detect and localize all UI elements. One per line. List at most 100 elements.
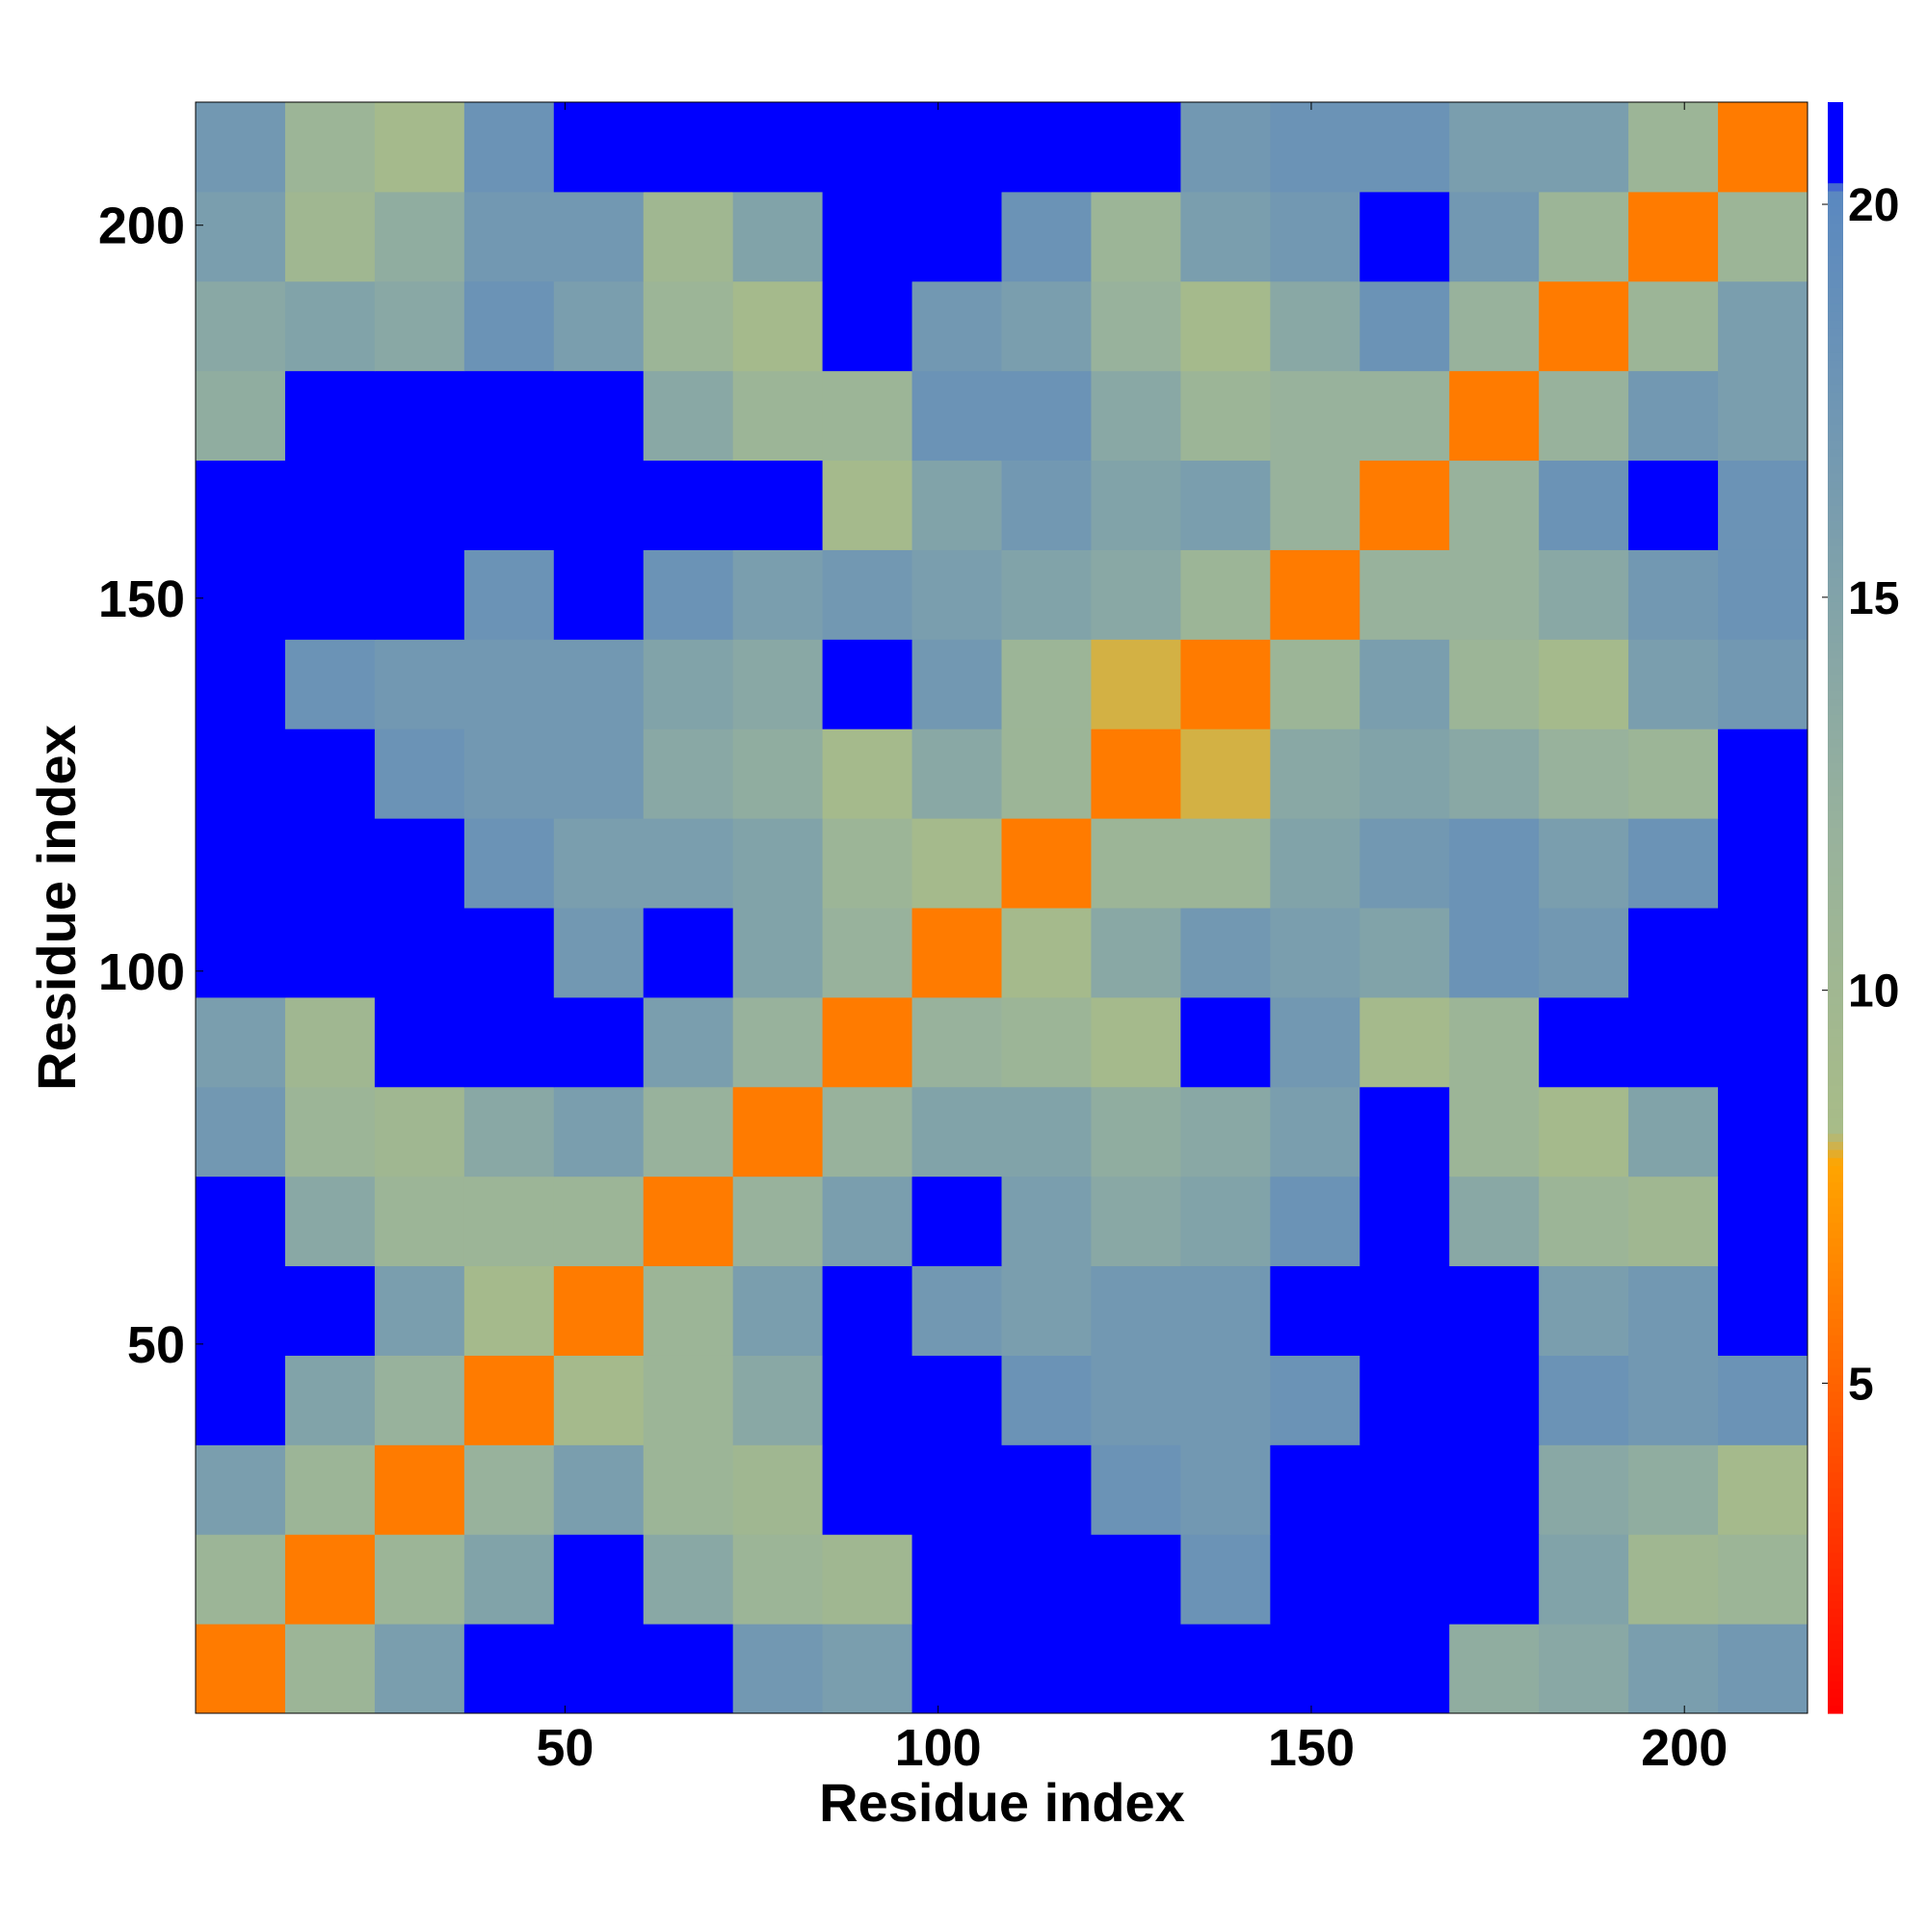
heatmap-cell — [911, 728, 1002, 819]
heatmap-cell — [822, 1444, 913, 1535]
heatmap-cell — [1449, 996, 1540, 1088]
colorbar-tick-label: 5 — [1848, 1359, 1874, 1410]
heatmap-cell — [643, 1444, 734, 1535]
heatmap-cell — [1718, 1534, 1808, 1625]
heatmap-cell — [1718, 460, 1808, 550]
heatmap-cell — [1001, 908, 1092, 998]
colorbar-swatch — [1828, 110, 1843, 119]
heatmap-cell — [1091, 1444, 1181, 1535]
heatmap-cell — [196, 1086, 286, 1178]
colorbar-swatch — [1828, 359, 1843, 369]
heatmap-cell — [822, 1355, 913, 1445]
heatmap-cell — [374, 1355, 465, 1445]
heatmap-cell — [732, 280, 824, 372]
heatmap-cell — [374, 1444, 465, 1535]
x-tick-label: 200 — [1641, 1719, 1728, 1777]
heatmap-cell — [1449, 639, 1540, 729]
heatmap-cell — [1091, 639, 1181, 729]
heatmap-cell — [284, 370, 376, 462]
y-tick-label: 200 — [98, 198, 185, 255]
colorbar-swatch — [1828, 271, 1843, 280]
heatmap-cell — [1449, 1444, 1540, 1535]
heatmap-cell — [1359, 460, 1450, 550]
colorbar-swatch — [1828, 1173, 1843, 1182]
heatmap-cell — [463, 996, 555, 1088]
colorbar-swatch — [1828, 254, 1843, 264]
heatmap-cell — [284, 280, 376, 372]
heatmap-cell — [1001, 191, 1092, 282]
heatmap-cell — [463, 818, 555, 909]
colorbar-swatch — [1828, 891, 1843, 901]
colorbar-swatch — [1828, 400, 1843, 410]
heatmap-cell — [553, 370, 645, 462]
colorbar-swatch — [1828, 980, 1843, 990]
heatmap-cell — [1539, 996, 1629, 1088]
heatmap-cell — [1001, 1624, 1092, 1714]
heatmap-cell — [196, 460, 286, 550]
colorbar-swatch — [1828, 995, 1843, 1005]
heatmap-cell — [911, 1444, 1002, 1535]
heatmap-cell — [1449, 1624, 1540, 1714]
heatmap-cell — [1718, 191, 1808, 282]
heatmap-cell — [196, 728, 286, 819]
heatmap-cell — [732, 639, 824, 729]
heatmap-cell — [1270, 460, 1360, 550]
colorbar-swatch — [1828, 1028, 1843, 1038]
heatmap-cell — [1359, 191, 1450, 282]
heatmap-cell — [1449, 1086, 1540, 1178]
colorbar-swatch — [1828, 1117, 1843, 1126]
heatmap-cell — [1449, 102, 1540, 193]
colorbar-swatch — [1828, 1359, 1843, 1368]
colorbar-swatch — [1828, 230, 1843, 240]
colorbar-swatch — [1828, 1568, 1843, 1577]
heatmap-cell — [822, 1624, 913, 1714]
heatmap-cell — [463, 1444, 555, 1535]
colorbar-swatch — [1828, 496, 1843, 506]
heatmap-cell — [1359, 728, 1450, 819]
heatmap-cell — [1718, 728, 1808, 819]
heatmap-cell — [643, 460, 734, 550]
heatmap-cell — [1628, 280, 1719, 372]
heatmap-cell — [1718, 1176, 1808, 1267]
heatmap-cell — [732, 1534, 824, 1625]
colorbar-swatch — [1828, 190, 1843, 199]
plot-frame — [195, 101, 1808, 1714]
heatmap-cell — [1539, 1624, 1629, 1714]
colorbar-swatch — [1828, 1688, 1843, 1698]
colorbar-swatch — [1828, 1350, 1843, 1360]
colorbar-swatch — [1828, 1512, 1843, 1521]
colorbar-swatch — [1828, 1060, 1843, 1070]
colorbar-swatch — [1828, 843, 1843, 853]
heatmap-cell — [1359, 1265, 1450, 1356]
colorbar-swatch — [1828, 714, 1843, 724]
heatmap-cell — [732, 1355, 824, 1445]
heatmap-cell — [374, 1534, 465, 1625]
heatmap-cell — [463, 1265, 555, 1356]
heatmap-cell — [732, 102, 824, 193]
heatmap-cell — [643, 908, 734, 998]
heatmap-cell — [911, 1176, 1002, 1267]
heatmap-cell — [463, 1534, 555, 1625]
heatmap-cell — [374, 370, 465, 462]
colorbar-swatch — [1828, 1423, 1843, 1432]
heatmap-cell — [374, 280, 465, 372]
heatmap-cell — [1449, 1265, 1540, 1356]
colorbar-swatch — [1828, 247, 1843, 256]
heatmap-cell — [822, 370, 913, 462]
heatmap-cell — [1449, 280, 1540, 372]
colorbar-swatch — [1828, 513, 1843, 522]
heatmap-cell — [1001, 1176, 1092, 1267]
x-tick-label: 100 — [895, 1719, 982, 1777]
colorbar-swatch — [1828, 335, 1843, 345]
colorbar-swatch — [1828, 947, 1843, 957]
heatmap-cell — [1539, 1086, 1629, 1178]
colorbar-swatch — [1828, 1383, 1843, 1392]
heatmap-cell — [1091, 1086, 1181, 1178]
colorbar-swatch — [1828, 1625, 1843, 1633]
colorbar-swatch — [1828, 625, 1843, 635]
colorbar-swatch — [1828, 553, 1843, 563]
heatmap-cell — [1449, 728, 1540, 819]
heatmap-cell — [643, 280, 734, 372]
heatmap-cell — [463, 639, 555, 729]
colorbar-swatch — [1828, 779, 1843, 788]
